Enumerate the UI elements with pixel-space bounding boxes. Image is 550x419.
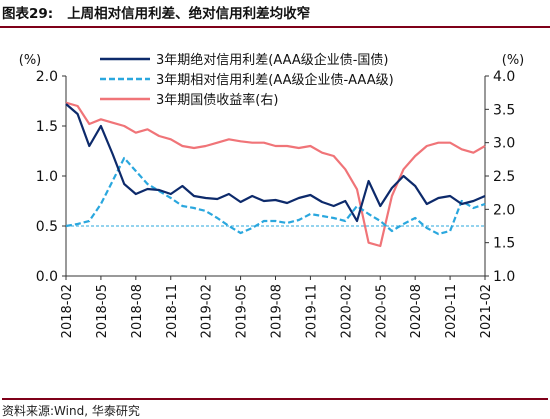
left-tick-label: 1.5 xyxy=(36,119,58,135)
legend-label: 3年期相对信用利差(AA级企业债-AAA级) xyxy=(156,72,394,88)
left-tick-label: 0.0 xyxy=(36,269,58,285)
x-tick-label: 2020-11 xyxy=(444,284,459,338)
x-tick-label: 2019-05 xyxy=(235,284,250,338)
legend: 3年期绝对信用利差(AAA级企业债-国债) 3年期相对信用利差(AA级企业债-AA… xyxy=(100,52,394,108)
x-tick-label: 2018-11 xyxy=(165,284,180,338)
legend-label: 3年期国债收益率(右) xyxy=(156,92,278,108)
chart: (%) (%) 0.0 0.5 1.0 1.5 2.0 1.0 1.5 2.0 2.5 3.0 3.… xyxy=(19,52,525,338)
axes: 0.0 0.5 1.0 1.5 2.0 1.0 1.5 2.0 2.5 3.0 3.5 4.0 2018… xyxy=(36,69,516,338)
x-tick-label: 2018-08 xyxy=(130,284,145,338)
x-tick-label: 2018-05 xyxy=(95,284,110,338)
source-note: 资料来源:Wind, 华泰研究 xyxy=(2,398,548,418)
left-tick-label: 0.5 xyxy=(36,219,58,235)
figure-label: 图表29: xyxy=(2,6,54,22)
x-tick-label: 2018-02 xyxy=(60,284,75,338)
right-tick-label: 2.0 xyxy=(493,202,515,218)
x-tick-label: 2020-05 xyxy=(374,284,389,338)
right-tick-label: 3.5 xyxy=(493,102,515,118)
x-tick-label: 2019-11 xyxy=(304,284,319,338)
right-tick-label: 4.0 xyxy=(493,69,515,85)
left-tick-label: 2.0 xyxy=(36,69,58,85)
legend-label: 3年期绝对信用利差(AAA级企业债-国债) xyxy=(156,52,389,68)
figure-title: 图表29: 上周相对信用利差、绝对信用利差均收窄 xyxy=(0,0,550,28)
series-treasury-yield-line xyxy=(65,101,486,248)
right-tick-label: 3.0 xyxy=(493,136,515,152)
x-tick-label: 2021-02 xyxy=(479,284,494,338)
figure-title-text: 上周相对信用利差、绝对信用利差均收窄 xyxy=(67,6,311,22)
left-axis-unit: (%) xyxy=(19,53,42,68)
right-tick-label: 1.0 xyxy=(493,269,515,285)
x-tick-label: 2019-08 xyxy=(270,284,285,338)
right-tick-label: 2.5 xyxy=(493,169,515,185)
left-tick-label: 1.0 xyxy=(36,169,58,185)
x-tick-label: 2020-02 xyxy=(339,284,354,338)
x-tick-label: 2019-02 xyxy=(200,284,215,338)
right-axis-unit: (%) xyxy=(502,53,525,68)
series-group xyxy=(65,101,486,248)
series-relative-spread-line xyxy=(65,156,486,236)
x-tick-label: 2020-08 xyxy=(409,284,424,338)
right-tick-label: 1.5 xyxy=(493,236,515,252)
series-absolute-spread-line xyxy=(65,103,486,223)
